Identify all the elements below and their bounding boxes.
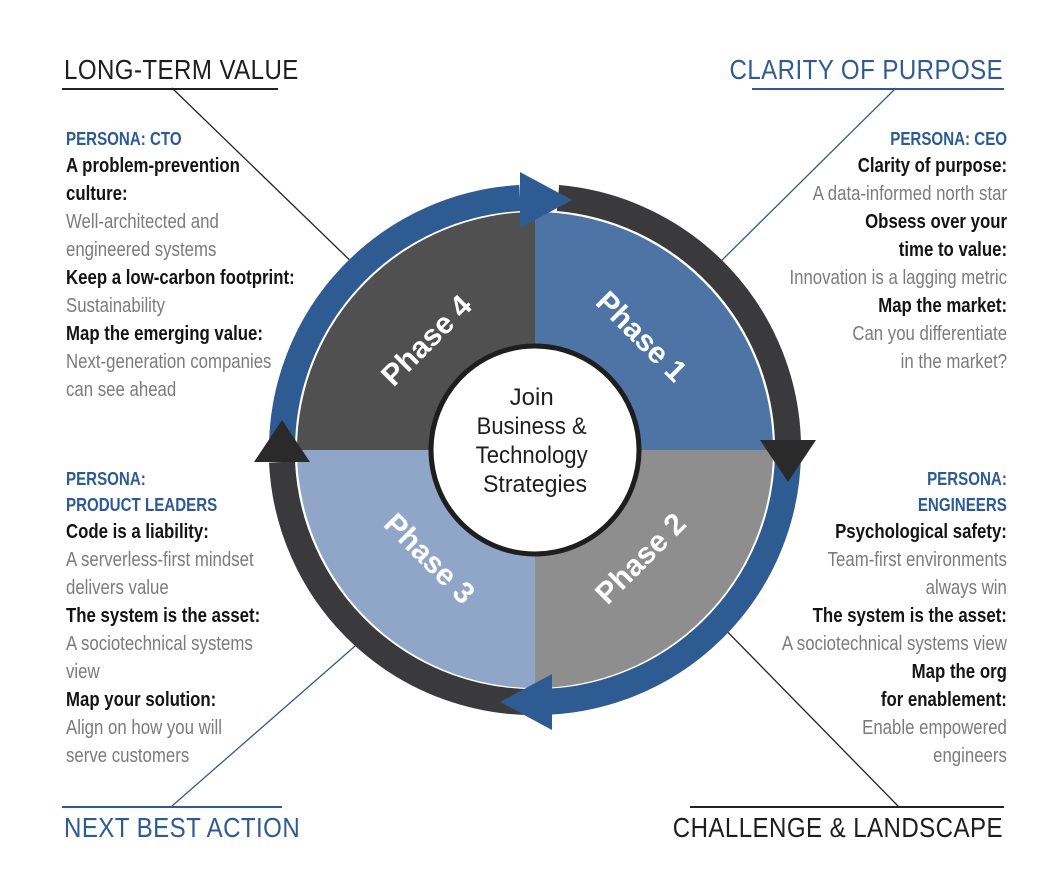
product-line-8: Align on how you will [66,717,222,739]
engineers-line-6: Map the org [911,661,1007,683]
ceo-line-4: time to value: [898,239,1007,261]
persona-engineers-label-2: ENGINEERS [917,495,1007,515]
center-line-3: Technology [476,442,588,469]
engineers-line-7: for enablement: [880,689,1007,711]
center-label: Join Business & Technology Strategies [476,384,595,498]
product-line-2: A serverless-first mindset [66,549,254,571]
cto-line-9: can see ahead [66,379,177,401]
corner-title-challenge-landscape: CHALLENGE & LANDSCAPE [672,812,1003,843]
center-line-4: Strategies [483,471,587,498]
corner-title-clarity-of-purpose: CLARITY OF PURPOSE [729,54,1003,85]
leader-line-bottom-right [711,615,899,807]
cto-line-8: Next-generation companies [66,351,272,373]
corner-title-next-best-action: NEXT BEST ACTION [64,812,301,843]
cto-line-4: engineered systems [66,239,217,261]
persona-cto-block: PERSONA: CTO A problem-prevention cultur… [66,126,338,404]
engineers-line-8: Enable empowered [862,717,1007,739]
ceo-line-6: Map the market: [878,295,1007,317]
product-line-7: Map your solution: [66,689,217,711]
center-line-2: Business & [477,413,587,440]
persona-engineers-block: PERSONA: ENGINEERS Psychological safety:… [739,466,1007,770]
ring-arc-top-right [556,185,801,445]
arrowhead-bottom [500,674,552,730]
bottom-right-rule [690,806,1004,808]
arrowhead-left [254,420,310,462]
engineers-line-1: Psychological safety: [835,521,1007,543]
cto-line-5: Keep a low-carbon footprint: [66,267,295,289]
persona-product-label-1: PERSONA: [66,469,146,489]
ceo-line-2: A data-informed north star [812,183,1007,205]
cto-line-6: Sustainability [66,295,165,317]
top-left-rule [62,88,278,90]
ceo-line-1: Clarity of purpose: [857,155,1007,177]
ceo-line-8: in the market? [900,351,1007,373]
product-line-9: serve customers [66,745,190,767]
persona-product-label-2: PRODUCT LEADERS [66,495,218,515]
product-line-6: view [66,661,100,683]
product-line-3: delivers value [66,577,169,599]
persona-ceo-block: PERSONA: CEO Clarity of purpose: A data-… [748,126,1007,376]
persona-product-leaders-block: PERSONA: PRODUCT LEADERS Code is a liabi… [66,466,297,770]
center-line-1: Join [510,384,554,411]
product-line-4: The system is the asset: [66,605,261,627]
engineers-line-9: engineers [933,745,1007,767]
cto-line-7: Map the emerging value: [66,323,263,345]
arrowhead-top [520,172,572,228]
arrowhead-right [760,440,816,482]
product-line-5: A sociotechnical systems [66,633,253,655]
engineers-line-2: Team-first environments [827,549,1007,571]
cto-line-3: Well-architected and [66,211,219,233]
persona-cto-label: PERSONA: CTO [66,129,182,149]
product-line-1: Code is a liability: [66,521,209,543]
corner-title-long-term-value: LONG-TERM VALUE [64,54,299,85]
cto-line-1: A problem-prevention [66,155,240,177]
persona-engineers-label-1: PERSONA: [927,469,1007,489]
bottom-left-rule [62,806,282,808]
engineers-line-3: always win [925,577,1007,599]
center-circle [428,343,642,557]
ring-arc-bottom-left [269,461,541,716]
leader-line-top-right [705,87,897,277]
persona-ceo-label: PERSONA: CEO [890,129,1007,149]
ring-arc-top-left [269,185,521,449]
engineers-line-4: The system is the asset: [812,605,1007,627]
ceo-line-5: Innovation is a lagging metric [789,267,1007,289]
engineers-line-5: A sociotechnical systems view [781,633,1007,655]
ceo-line-3: Obsess over your [865,211,1007,233]
cto-line-2: culture: [66,183,128,205]
ring-arc-bottom-right [529,451,801,716]
leader-line-top-left [171,87,363,273]
leader-line-bottom-left [171,639,363,807]
top-right-rule [752,88,1004,90]
ceo-line-7: Can you differentiate [852,323,1007,345]
